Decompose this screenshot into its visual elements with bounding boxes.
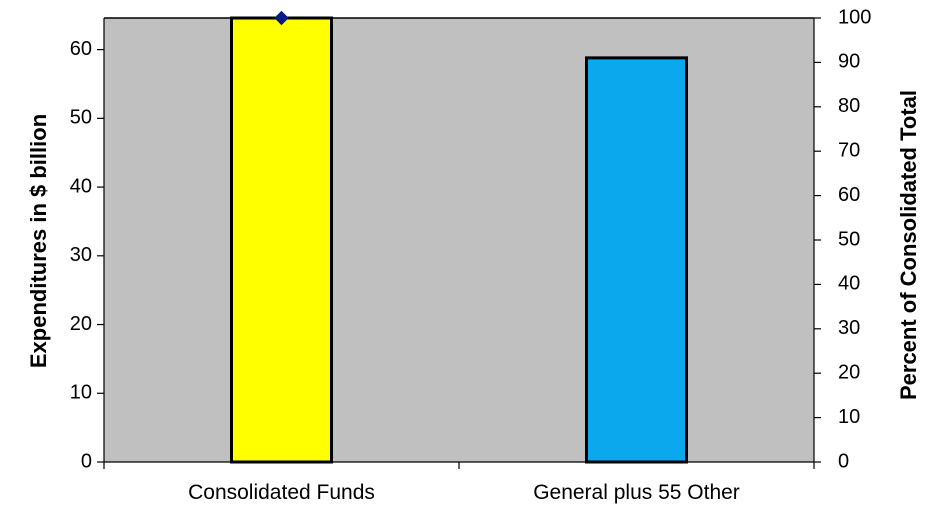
- right-tick-label: 100: [838, 6, 871, 28]
- right-tick-label: 40: [838, 273, 860, 295]
- right-axis: 0 10 20 30 40 50 60 70 80 90 100: [813, 6, 871, 472]
- right-tick-label: 10: [838, 406, 860, 428]
- left-tick-label: 20: [70, 313, 92, 335]
- right-tick-label: 0: [838, 450, 849, 472]
- right-tick-label: 60: [838, 184, 860, 206]
- right-tick-label: 70: [838, 139, 860, 161]
- left-axis: 0 10 20 30 40 50 60: [70, 17, 814, 472]
- right-tick-label: 20: [838, 361, 860, 383]
- left-tick-label: 0: [81, 450, 92, 472]
- bar-0: [230, 16, 333, 464]
- plot-area: [104, 18, 814, 462]
- y2-axis-title: Percent of Consolidated Total: [896, 90, 921, 400]
- bar-1: [585, 56, 688, 464]
- markers: [274, 10, 289, 26]
- y-axis-title: Expenditures in $ billion: [26, 114, 51, 368]
- left-tick-label: 30: [70, 244, 92, 266]
- right-tick-label: 90: [838, 51, 860, 73]
- right-tick-label: 30: [838, 317, 860, 339]
- left-tick-label: 10: [70, 382, 92, 404]
- left-tick-label: 50: [70, 107, 92, 129]
- right-tick-label: 80: [838, 95, 860, 117]
- percent-marker: [274, 10, 289, 26]
- category-label: General plus 55 Other: [533, 481, 740, 504]
- left-tick-label: 40: [70, 175, 92, 197]
- x-axis: Consolidated Funds General plus 55 Other: [103, 461, 815, 504]
- bars: [230, 16, 688, 464]
- category-label: Consolidated Funds: [188, 481, 375, 504]
- right-tick-label: 50: [838, 228, 860, 250]
- left-tick-label: 60: [70, 38, 92, 60]
